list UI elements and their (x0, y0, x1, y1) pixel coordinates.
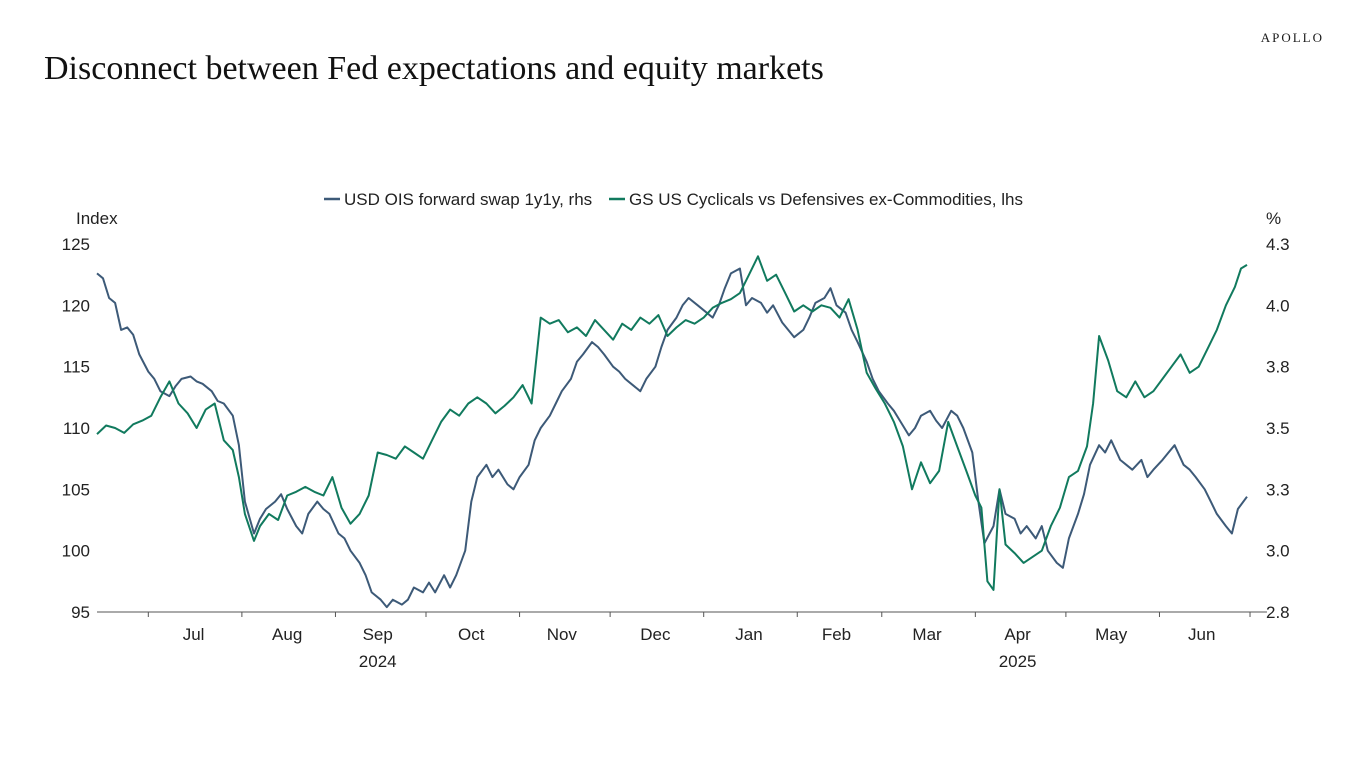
x-tick-label: Mar (912, 625, 942, 644)
x-tick-label: Aug (272, 625, 302, 644)
right-y-tick-label: 4.0 (1266, 296, 1290, 315)
right-y-tick-label: 3.3 (1266, 480, 1290, 499)
chart-legend: USD OIS forward swap 1y1y, rhs GS US Cyc… (324, 190, 1023, 209)
left-y-tick-label: 115 (63, 358, 90, 377)
left-y-tick-label: 95 (71, 603, 90, 622)
right-y-tick-label: 3.5 (1266, 419, 1290, 438)
left-y-axis: 95 100 105 110 115 120 125 (62, 235, 90, 622)
x-year-label: 2025 (999, 652, 1037, 671)
x-tick-label: Apr (1004, 625, 1031, 644)
right-y-axis: 2.8 3.0 3.3 3.5 3.8 4.0 4.3 (1266, 235, 1290, 622)
legend-label-cyclicals: GS US Cyclicals vs Defensives ex-Commodi… (629, 190, 1023, 209)
left-y-tick-label: 105 (62, 480, 90, 499)
x-tick-label: Dec (640, 625, 671, 644)
legend-label-ois: USD OIS forward swap 1y1y, rhs (344, 190, 592, 209)
x-tick-label: Oct (458, 625, 485, 644)
plot-area (96, 255, 1248, 609)
apollo-brand-logo: APOLLO (1260, 30, 1324, 45)
x-tick-label: May (1095, 625, 1128, 644)
right-axis-label: % (1266, 209, 1281, 228)
left-axis-label: Index (76, 209, 118, 228)
series-line-cyclicals (96, 255, 1248, 591)
x-tick-label: Jan (735, 625, 762, 644)
x-tick-label: Sep (363, 625, 393, 644)
right-y-tick-label: 4.3 (1266, 235, 1290, 254)
left-y-tick-label: 120 (62, 296, 90, 315)
right-y-tick-label: 3.0 (1266, 542, 1290, 561)
x-tick-label: Feb (822, 625, 851, 644)
x-tick-label: Jun (1188, 625, 1215, 644)
series-line-ois (96, 267, 1248, 609)
left-y-tick-label: 100 (62, 542, 90, 561)
left-y-tick-label: 125 (62, 235, 90, 254)
x-axis: Jul Aug Sep Oct Nov Dec Jan Feb Mar Apr May Jun 2024… (97, 611, 1267, 671)
right-y-tick-label: 2.8 (1266, 603, 1290, 622)
x-tick-label: Nov (547, 625, 578, 644)
left-y-tick-label: 110 (63, 419, 90, 438)
x-year-label: 2024 (359, 652, 397, 671)
right-y-tick-label: 3.8 (1266, 358, 1290, 377)
page-title: Disconnect between Fed expectations and … (44, 50, 824, 87)
x-tick-label: Jul (183, 625, 205, 644)
